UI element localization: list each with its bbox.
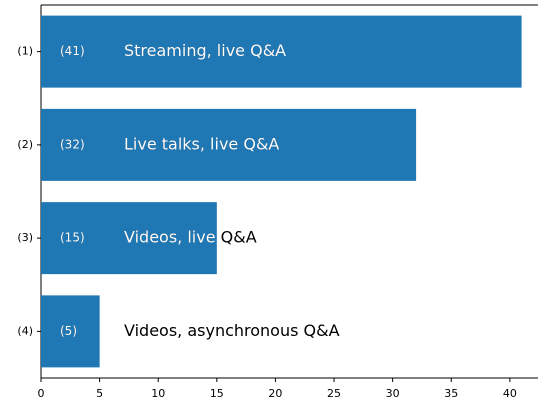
- x-tick-label: 15: [210, 387, 224, 400]
- x-tick-label: 0: [38, 387, 45, 400]
- value-label: (5): [60, 324, 77, 338]
- value-label: (32): [60, 137, 85, 151]
- value-label: (41): [60, 44, 85, 58]
- bar: [41, 108, 417, 181]
- y-tick-label: (4): [17, 324, 33, 337]
- y-tick-label: (2): [17, 138, 33, 151]
- y-tick-label: (1): [17, 45, 33, 58]
- bar: [41, 15, 522, 88]
- x-tick-label: 5: [96, 387, 103, 400]
- x-tick-label: 25: [327, 387, 341, 400]
- x-tick-label: 20: [268, 387, 282, 400]
- bar-annotation: Videos, asynchronous Q&A: [124, 321, 340, 340]
- x-tick-label: 10: [151, 387, 165, 400]
- y-tick-label: (3): [17, 231, 33, 244]
- bar: [41, 295, 100, 368]
- value-label: (15): [60, 231, 85, 245]
- x-tick-label: 40: [503, 387, 517, 400]
- bar-annotation: Live talks, live Q&A: [124, 134, 279, 153]
- value-label: (41): [60, 44, 85, 58]
- x-tick-label: 35: [444, 387, 458, 400]
- bar-annotation: Videos, live Q&A: [124, 228, 257, 247]
- value-label: (5): [60, 324, 77, 338]
- bar-annotation: Live talks, live Q&A: [124, 134, 279, 153]
- bar-annotation: Streaming, live Q&A: [124, 41, 286, 60]
- bar-annotation: Streaming, live Q&A: [124, 41, 286, 60]
- value-label: (32): [60, 137, 85, 151]
- value-label: (15): [60, 231, 85, 245]
- bar-annotation: Videos, live Q&A: [124, 228, 257, 247]
- x-tick-label: 30: [386, 387, 400, 400]
- bar: [41, 202, 217, 275]
